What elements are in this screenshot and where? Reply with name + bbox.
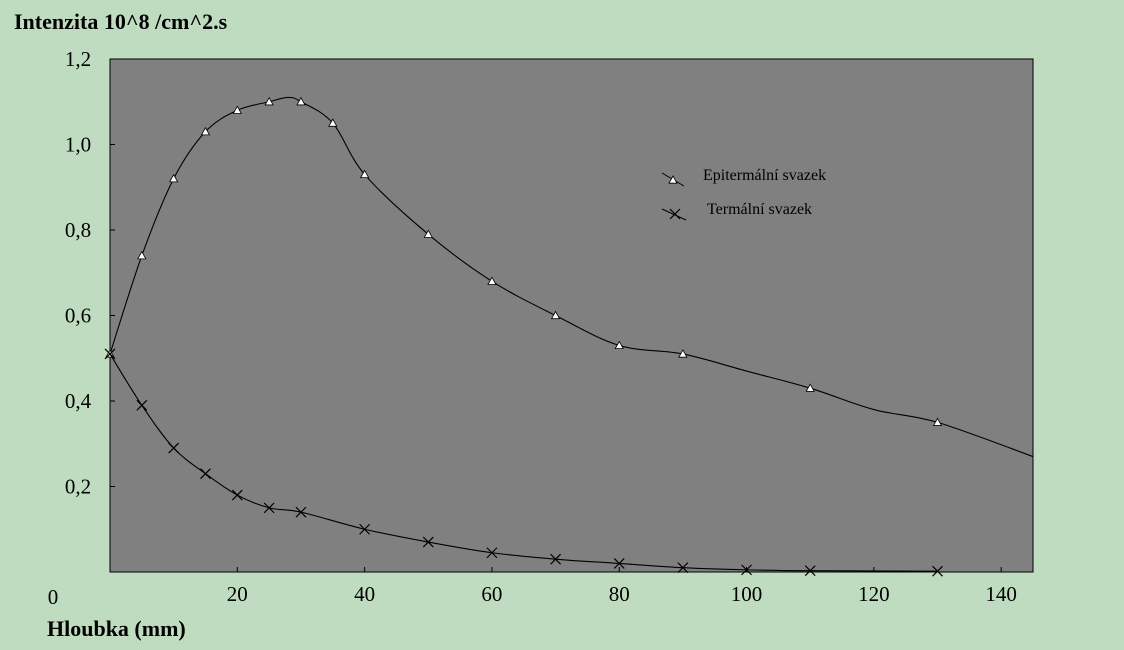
series-1 [105,96,1034,458]
data-point-x [550,553,562,565]
series-line [109,353,938,572]
x-tick-label: 80 [609,582,630,606]
data-point-triangle [359,169,370,179]
data-point-x [231,489,243,501]
legend-marker-triangle [668,175,678,184]
data-point-triangle [614,340,624,350]
x-tick-label: 0 [48,585,59,609]
y-axis-title: Intenzita 10^8 /cm^2.s [14,9,228,34]
x-tick-label: 40 [354,582,375,606]
legend-label: Epitermální svazek [703,167,826,184]
plot-area [109,58,1034,573]
series-layer [104,96,1034,577]
legend-item: Epitermální svazek [661,167,826,187]
data-point-triangle [328,118,338,127]
data-point-x [741,564,752,576]
y-tick-label: 1,2 [65,47,91,71]
data-point-x [932,565,943,577]
data-point-triangle [423,229,433,238]
series-2 [104,348,943,577]
x-axis-title: Hloubka (mm) [47,616,186,641]
data-point-x [359,523,371,535]
data-point-x [486,547,498,559]
y-tick-label: 0,8 [65,218,91,242]
data-point-triangle [137,250,147,260]
x-tick-label: 100 [731,582,763,606]
data-point-triangle [168,173,179,183]
y-tick-label: 0,4 [65,389,92,413]
x-axis-ticks: 0 20 40 60 80 100 120 140 [48,567,1017,609]
legend-marker-x [669,208,681,220]
data-point-x [677,562,689,574]
data-point-x [168,442,180,454]
data-point-x [104,348,116,360]
data-point-x [613,558,625,569]
x-tick-label: 120 [858,582,890,606]
data-point-x [136,399,148,411]
data-point-triangle [678,349,688,358]
x-tick-label: 20 [227,582,248,606]
data-point-triangle [550,310,561,320]
data-point-x [422,536,434,548]
data-point-x [263,502,275,514]
data-point-triangle [264,96,274,106]
y-tick-label: 0,2 [65,475,91,499]
data-point-triangle [487,276,497,285]
legend: Epitermální svazek Termální svazek [661,167,826,221]
data-point-triangle [200,126,211,136]
data-point-triangle [296,96,306,106]
x-tick-label: 60 [481,582,502,606]
y-tick-label: 1,0 [65,133,91,157]
legend-label: Termální svazek [707,201,812,218]
x-tick-label: 140 [985,582,1017,606]
data-point-x [200,468,211,480]
data-point-triangle [932,417,943,426]
y-tick-label: 0,6 [65,304,91,328]
data-point-x [804,565,816,577]
y-axis-ticks: 0,2 0,4 0,6 0,8 1,0 1,2 [65,47,115,499]
legend-item: Termální svazek [661,201,812,221]
data-point-triangle [232,105,242,114]
data-point-x [295,506,307,518]
data-point-triangle [805,383,815,392]
